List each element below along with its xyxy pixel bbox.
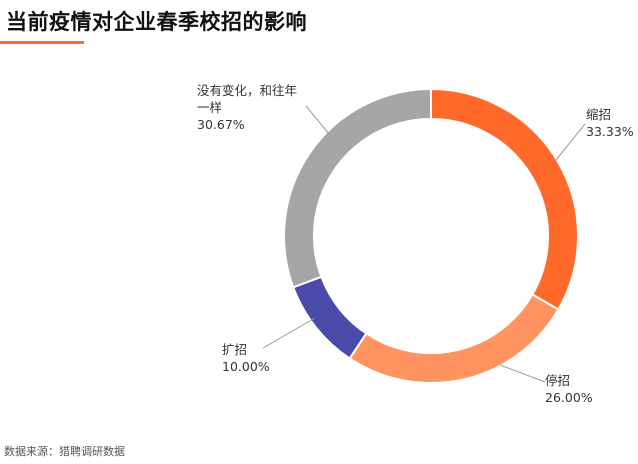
slice-label-shrink: 缩招 33.33% [586, 106, 634, 140]
donut-slice-shrink [430, 87, 579, 311]
chart-title: 当前疫情对企业春季校招的影响 [6, 10, 307, 34]
leader-line-expand [262, 317, 316, 349]
donut-slice-expand [291, 275, 368, 360]
donut-slice-stop [348, 293, 560, 384]
slice-name-line-1: 没有变化，和往年 [197, 83, 298, 98]
title-underline [0, 41, 84, 44]
slice-label-stop: 停招 26.00% [545, 372, 593, 406]
slice-name: 缩招 [586, 107, 612, 122]
slice-percent: 33.33% [586, 124, 634, 139]
slice-percent: 26.00% [545, 390, 593, 405]
donut-slice-unchanged [283, 87, 432, 289]
leader-line-stop [499, 364, 546, 383]
source-note: 数据来源：猎聘调研数据 [4, 445, 125, 458]
slice-label-unchanged: 没有变化，和往年 一样 30.67% [197, 82, 297, 133]
slice-label-expand: 扩招 10.00% [222, 341, 270, 375]
slice-name-line-2: 一样 [197, 100, 223, 115]
slice-name: 扩招 [222, 342, 248, 357]
slice-percent: 10.00% [222, 359, 270, 374]
leader-line-shrink [555, 123, 586, 161]
slice-name: 停招 [545, 373, 571, 388]
slice-percent: 30.67% [197, 117, 245, 132]
leader-line-unchanged [305, 105, 330, 135]
